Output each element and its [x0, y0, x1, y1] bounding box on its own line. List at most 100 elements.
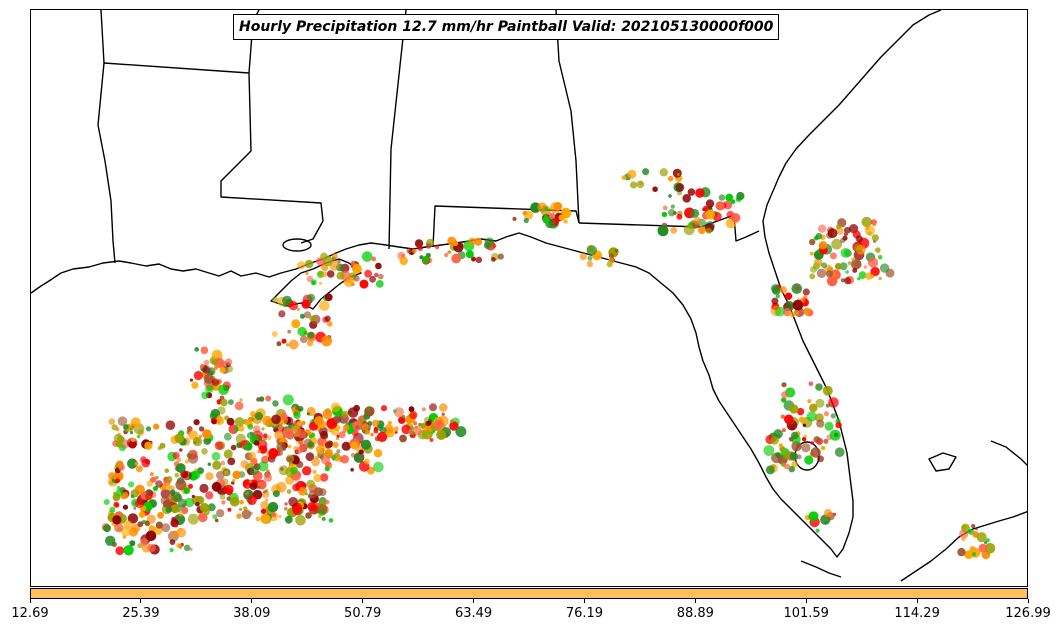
precip-blob [263, 473, 273, 482]
precip-blob [579, 253, 587, 261]
precip-blob [260, 513, 271, 524]
precip-blob [189, 378, 193, 382]
precip-blob [341, 441, 351, 451]
precip-blob [587, 255, 593, 261]
precip-blob [198, 426, 205, 432]
precip-blob [863, 265, 868, 269]
precip-blob [413, 421, 418, 426]
precip-blob [338, 431, 346, 439]
precip-blob [265, 395, 272, 402]
precip-blob [818, 241, 828, 250]
precip-blob [284, 502, 288, 506]
precip-blob [976, 532, 987, 543]
precip-blob [308, 494, 312, 499]
precip-blob [228, 424, 239, 434]
precip-blob [974, 527, 978, 531]
precip-blob [449, 419, 454, 424]
precip-blob [789, 311, 796, 318]
precip-blob [781, 382, 787, 388]
precip-blob [160, 488, 171, 499]
precip-blob [815, 232, 823, 240]
precip-blob [207, 503, 216, 512]
precip-blob [122, 535, 127, 539]
precip-blob [193, 419, 200, 426]
precip-blob [183, 487, 190, 494]
precip-blob [117, 527, 122, 532]
precip-blob [373, 428, 379, 434]
precip-blob [455, 426, 467, 438]
precip-blob [113, 501, 120, 508]
precip-blob [335, 457, 340, 462]
precip-blob [586, 245, 597, 256]
precip-blob [809, 251, 814, 256]
precip-blob [239, 499, 244, 505]
precip-blob [875, 247, 881, 253]
precip-blob [370, 432, 374, 437]
precip-blob [871, 234, 880, 242]
precip-blob [317, 504, 328, 514]
precip-blob [563, 219, 568, 224]
precip-blob [212, 460, 222, 470]
precip-blob [177, 498, 187, 508]
bahamas [928, 452, 957, 472]
precip-blob [324, 293, 333, 302]
precip-blob [781, 391, 789, 399]
precip-blob [214, 441, 224, 451]
precip-blob [667, 175, 674, 182]
precip-blob [817, 224, 827, 233]
precip-blob [676, 173, 680, 176]
precip-blob [130, 494, 135, 499]
precip-blob [296, 307, 301, 311]
precip-blob [165, 420, 176, 431]
precip-blob [319, 430, 328, 440]
precip-blob [159, 442, 166, 449]
precip-blob [288, 497, 298, 507]
precip-blob [870, 274, 875, 279]
precip-blob [280, 412, 288, 421]
colorbar-tick-label: 76.19 [565, 606, 604, 621]
precip-blob [298, 440, 304, 445]
precip-blob [248, 451, 257, 460]
precip-blob [283, 506, 288, 511]
precip-blob [765, 465, 775, 475]
precip-blob [203, 437, 212, 445]
precip-blob [548, 212, 556, 220]
precip-blob [523, 217, 529, 224]
precip-blob [318, 514, 322, 519]
precip-blob [830, 413, 836, 419]
precip-blob [483, 242, 491, 249]
precip-blob [135, 499, 144, 509]
precip-blob [307, 502, 317, 511]
precip-blob [793, 310, 800, 316]
precip-blob [324, 466, 330, 472]
precip-blob [374, 272, 379, 278]
precip-blob [978, 543, 988, 553]
precip-blob [305, 452, 315, 462]
map-frame [30, 9, 1028, 587]
precip-blob [384, 424, 394, 434]
precip-blob [239, 398, 243, 402]
precip-blob [702, 205, 709, 212]
precip-blob [801, 436, 807, 442]
precip-blob [221, 500, 226, 505]
precip-blob [614, 248, 619, 253]
precip-blob [129, 427, 134, 431]
precip-blob [305, 512, 312, 519]
precip-blob [260, 500, 269, 510]
colorbar-tick-mark [916, 599, 918, 603]
precip-blob [199, 483, 209, 493]
precip-blob [864, 225, 876, 236]
precip-blob [827, 228, 838, 239]
precip-blob [336, 271, 345, 280]
precip-blob [134, 461, 139, 466]
precip-blob [313, 474, 322, 483]
precip-blob [300, 313, 305, 319]
precip-blob [448, 250, 452, 254]
precip-blob [435, 245, 440, 250]
precip-blob [184, 459, 190, 464]
precip-blob [296, 421, 302, 426]
precip-blob [205, 384, 214, 394]
precip-blob [813, 436, 821, 443]
precip-blob [181, 506, 189, 515]
precip-blob [229, 496, 240, 507]
